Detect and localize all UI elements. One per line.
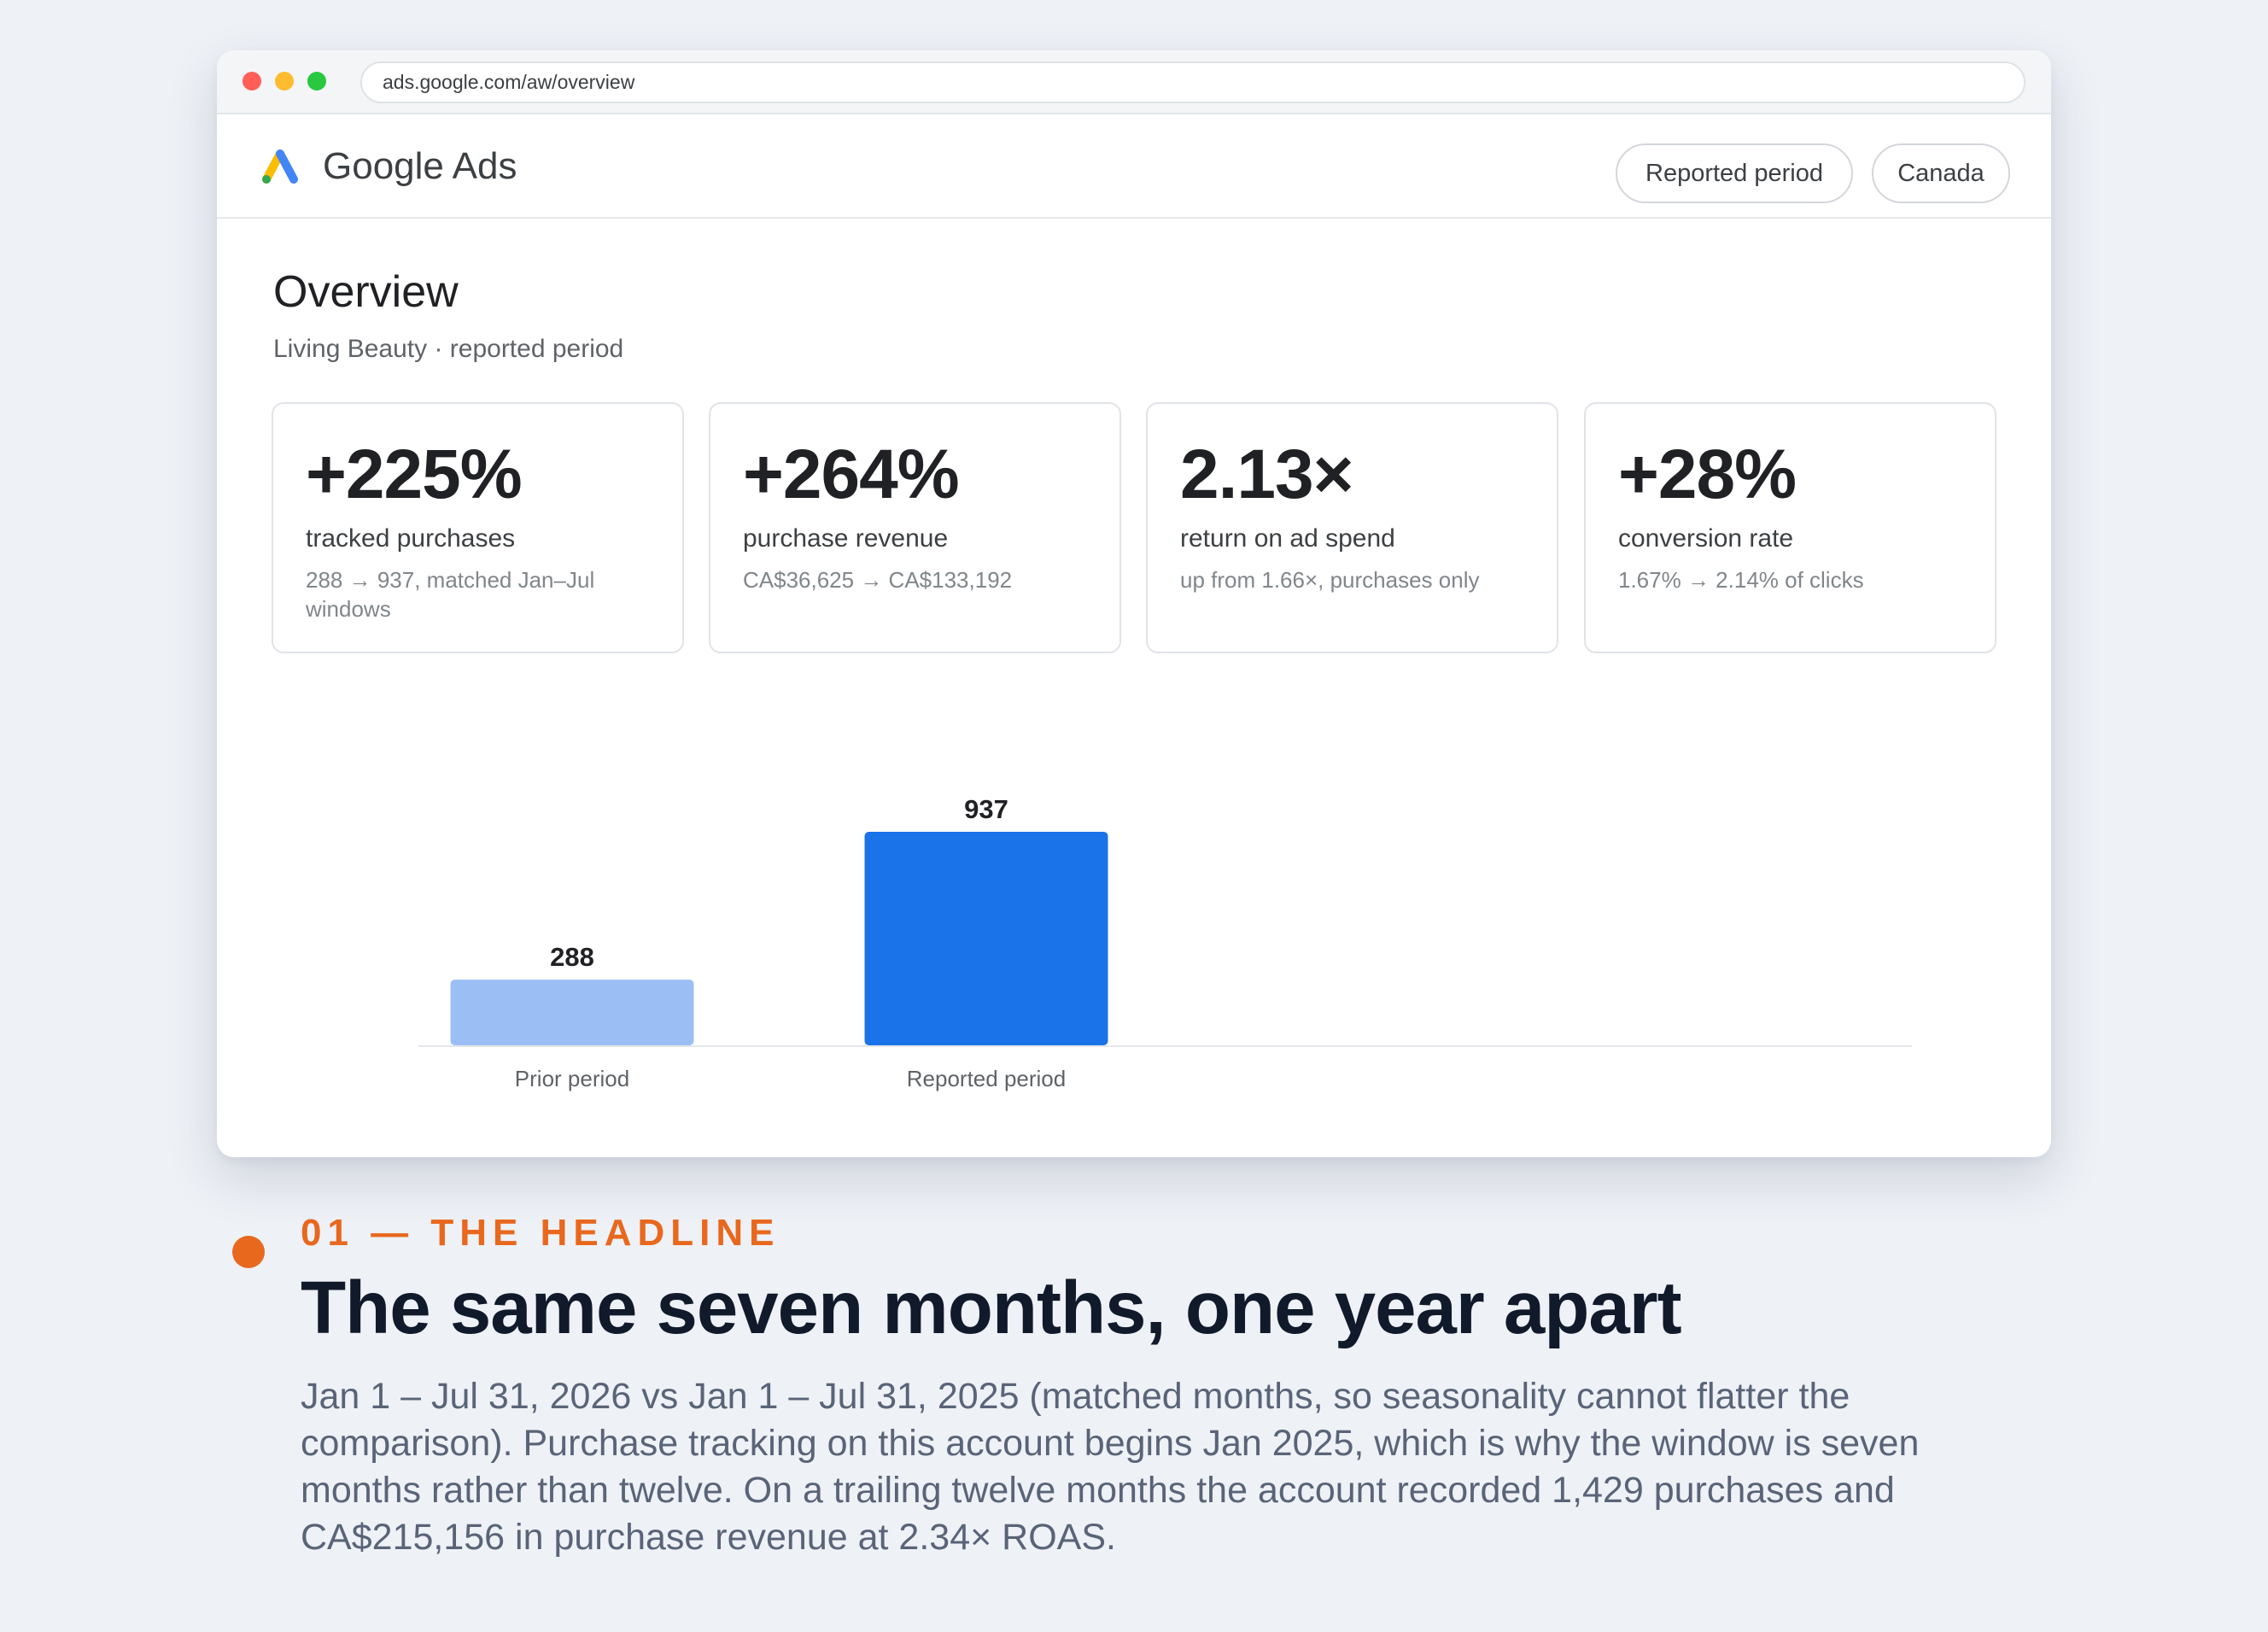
kpi-detail: up from 1.66×, purchases only — [1180, 567, 1480, 593]
page-subtitle: Living Beauty · reported period — [273, 335, 624, 363]
chart-bar[interactable] — [864, 832, 1108, 1045]
browser-titlebar: ads.google.com/aw/overview — [217, 50, 2051, 114]
kpi-card-purchase-revenue: +264% purchase revenue CA$36,625 → CA$13… — [709, 402, 1121, 653]
browser-window: ads.google.com/aw/overview Google Ads Re… — [217, 50, 2051, 1157]
country-filter-button[interactable]: Canada — [1872, 143, 2010, 203]
chart-category-label: Prior period — [515, 1066, 629, 1091]
address-bar[interactable]: ads.google.com/aw/overview — [360, 61, 2025, 103]
kpi-detail: 288 → 937, matched Jan–Jul windows — [306, 567, 595, 622]
kpi-label: tracked purchases — [306, 524, 516, 553]
section-marker-dot — [232, 1236, 265, 1268]
maximize-window-button[interactable] — [307, 72, 326, 91]
kpi-detail: CA$36,625 → CA$133,192 — [743, 567, 1013, 593]
google-ads-logo-icon — [262, 149, 298, 184]
brand-name: Google Ads — [323, 145, 517, 187]
section-body: Jan 1 – Jul 31, 2026 vs Jan 1 – Jul 31, … — [301, 1376, 1920, 1558]
chart-bar[interactable] — [450, 980, 694, 1045]
chart-category-label: Reported period — [907, 1066, 1066, 1091]
kpi-label: purchase revenue — [743, 524, 949, 553]
kpi-value: +225% — [306, 436, 523, 513]
section-eyebrow: 01 — THE HEADLINE — [301, 1212, 780, 1254]
app-header: Google Ads Reported period Canada — [217, 114, 2051, 219]
kpi-detail: 1.67% → 2.14% of clicks — [1618, 567, 1864, 593]
kpi-card-roas: 2.13× return on ad spend up from 1.66×, … — [1146, 402, 1558, 653]
page-title: Overview — [273, 267, 459, 317]
kpi-value: +28% — [1618, 436, 1797, 513]
kpi-card-tracked-purchases: +225% tracked purchases 288 → 937, match… — [272, 402, 684, 653]
section-headline: The same seven months, one year apart — [301, 1266, 1682, 1349]
period-filter-button[interactable]: Reported period — [1616, 143, 1853, 203]
minimize-window-button[interactable] — [275, 72, 294, 91]
kpi-value: 2.13× — [1180, 436, 1353, 513]
chart-data-label: 937 — [964, 794, 1008, 824]
kpi-label: return on ad spend — [1180, 524, 1395, 553]
close-window-button[interactable] — [243, 72, 261, 91]
purchases-bar-chart: 288 Prior period 937 Reported period — [418, 794, 1912, 1091]
kpi-value: +264% — [743, 436, 960, 513]
chart-data-label: 288 — [550, 942, 594, 972]
kpi-card-conversion-rate: +28% conversion rate 1.67% → 2.14% of cl… — [1584, 402, 1996, 653]
kpi-label: conversion rate — [1618, 524, 1794, 553]
